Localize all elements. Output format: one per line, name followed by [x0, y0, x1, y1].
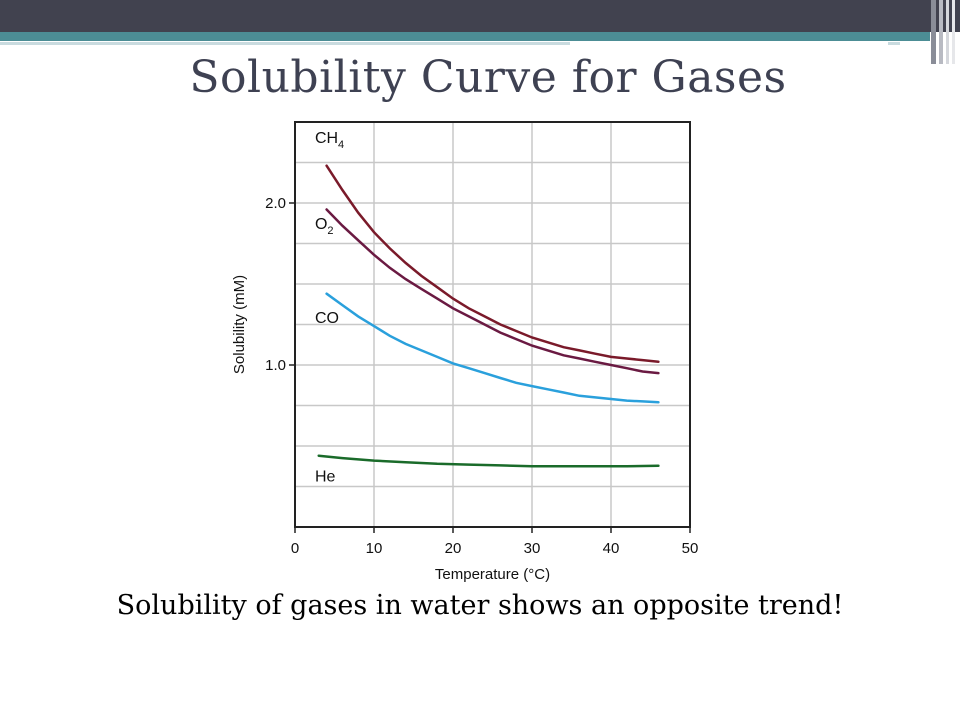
header-right-bar-3	[946, 0, 949, 64]
x-axis-label: Temperature (°C)	[435, 566, 550, 583]
header-right-bar-2	[939, 0, 943, 64]
x-ticks: 0 10 20 30 40 50	[291, 527, 699, 557]
series-label-he: He	[315, 469, 336, 486]
x-tick-label: 40	[603, 540, 620, 557]
x-tick-label: 50	[682, 540, 699, 557]
plot-frame	[294, 121, 691, 528]
chart-grid	[295, 122, 690, 527]
series-line-co	[325, 292, 660, 404]
header-accent-thin	[0, 42, 900, 45]
header-bar	[0, 0, 960, 32]
series-label-o2: O2	[315, 216, 334, 237]
series-line-he	[317, 454, 660, 468]
series-lines	[317, 164, 660, 468]
solubility-chart: 0 10 20 30 40 50 1.0 2.0 CH4 O2 CO He Temperature…	[231, 121, 699, 583]
header-accent-highlight	[570, 41, 888, 51]
slide-title: Solubility Curve for Gases	[189, 52, 787, 103]
slide-caption: Solubility of gases in water shows an op…	[116, 590, 844, 621]
y-axis-label: Solubility (mM)	[231, 275, 248, 374]
series-line-o2	[325, 208, 660, 375]
header-right-bar-4	[952, 0, 955, 64]
series-labels: CH4 O2 CO He	[315, 130, 344, 486]
series-label-ch4: CH4	[315, 130, 344, 151]
x-tick-label: 30	[524, 540, 541, 557]
y-tick-label: 2.0	[265, 195, 286, 212]
x-tick-label: 10	[366, 540, 383, 557]
series-label-co: CO	[315, 310, 339, 327]
y-ticks: 1.0 2.0	[265, 195, 295, 374]
x-tick-label: 20	[445, 540, 462, 557]
header-accent-stripe	[0, 32, 930, 41]
x-tick-label: 0	[291, 540, 299, 557]
y-tick-label: 1.0	[265, 357, 286, 374]
header-right-bar-1	[931, 0, 936, 64]
series-line-ch4	[325, 164, 660, 364]
